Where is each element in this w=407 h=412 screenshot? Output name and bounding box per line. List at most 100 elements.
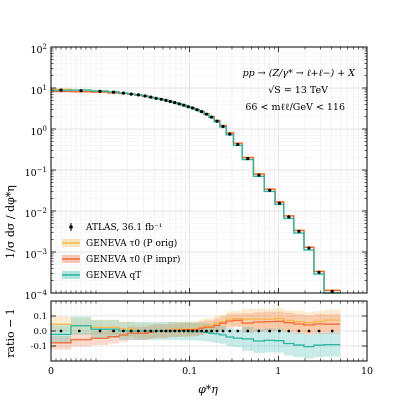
x-tick-label: 0.1 [182,366,197,377]
main-y-axis-title: 1/σ dσ / dφ*η [4,185,17,259]
x-axis-title: φ*η [198,383,218,396]
ratio-data-point [317,329,321,333]
ratio-data-point [215,329,219,333]
data-point [168,99,172,104]
ratio-data-point [257,329,261,333]
y-tick-label: 101 [30,84,47,97]
ratio-data-point [121,329,125,333]
mass-window-annotation: 66 < mℓℓ/GeV < 116 [245,102,345,113]
y-tick-label: 10−3 [25,248,47,261]
process-annotation: pp → (Z/γ* → ℓ+ℓ−) + X [243,68,357,79]
legend-marker-icon [69,225,73,229]
data-point [209,115,214,119]
ratio-data-point [287,329,291,333]
ratio-data-point [149,329,153,333]
ratio-data-point [195,329,199,333]
ratio-data-point [297,329,301,333]
y-tick-exponent: −3 [37,248,47,256]
ratio-data-point [154,329,158,333]
ratio-y-tick-label: 0.1 [33,312,47,322]
data-point [149,95,153,99]
data-point [317,270,321,274]
data-point [143,94,147,98]
data-point [79,89,83,93]
ratio-data-point [143,329,147,333]
ratio-data-point [307,329,311,333]
ratio-data-point [112,329,115,333]
legend-label: GENEVA qT [86,271,141,281]
y-tick-label: 10−2 [25,207,47,220]
legend-item-atlas: ATLAS, 36.1 fb⁻¹ [69,223,162,233]
data-point [236,142,240,147]
ratio-y-tick-label: 0.0 [33,327,47,337]
y-tick-exponent: 2 [43,43,47,51]
data-point [59,88,63,92]
ratio-data-point [136,329,140,333]
ratio-data-point [228,329,232,333]
data-point [159,97,163,101]
data-point [204,112,209,116]
ratio-data-point [246,329,250,333]
data-point [228,132,232,136]
ratio-data-point [59,329,63,333]
ratio-data-point [164,329,168,333]
ratio-data-point [205,329,208,333]
atlas-ratio-points [59,329,334,333]
data-point [121,91,125,95]
data-point [182,103,186,107]
y-tick-exponent: 1 [43,84,47,92]
ratio-uncertainty-band-3 [51,316,341,359]
data-point [129,92,133,96]
data-point [195,108,199,112]
ratio-data-point [129,329,133,333]
data-point [154,96,158,100]
data-point [268,188,272,192]
energy-annotation: √S = 13 TeV [268,85,328,96]
y-tick-label: 10−1 [25,166,47,179]
y-tick-exponent: 0 [43,125,47,133]
data-point [257,173,261,177]
x-tick-label: 10 [361,366,373,377]
data-point [164,98,168,102]
ratio-y-tick-label: -0.1 [31,342,47,352]
ratio-data-point [77,329,81,333]
data-point [307,246,311,250]
data-point [98,89,102,93]
ratio-panel-ticks [50,301,368,361]
data-point [190,106,195,110]
atlas-data-points [59,88,334,293]
ratio-data-point [221,329,225,333]
y-tick-label: 10−4 [25,289,48,302]
data-point [215,119,219,123]
y-tick-exponent: −2 [37,207,47,215]
ratio-data-point [210,329,213,333]
ratio-data-point [182,329,186,333]
data-point [287,215,291,219]
legend-item-geneva-qt: GENEVA qT [62,271,141,281]
main-panel-ticks [50,46,368,294]
data-point [277,201,282,205]
y-tick-exponent: −1 [37,166,47,174]
x-tick-label: 1 [275,366,281,377]
legend-label: GENEVA τ0 (P orig) [86,238,177,249]
data-point [246,156,250,161]
x-tick-label: 0 [48,366,54,377]
ratio-data-point [236,329,240,333]
legend-item-geneva-orig: GENEVA τ0 (P orig) [62,238,177,249]
legend-label: ATLAS, 36.1 fb⁻¹ [85,223,162,233]
ratio-data-point [278,329,281,333]
ratio-data-point [98,329,102,333]
data-point [199,110,204,114]
legend: ATLAS, 36.1 fb⁻¹ GENEVA τ0 (P orig) GENE… [62,223,180,281]
data-point [186,105,190,109]
data-point [111,90,116,94]
data-point [136,93,140,97]
ratio-data-point [330,329,334,333]
data-point [221,124,225,129]
ratio-data-point [177,329,181,333]
ratio-data-point [191,329,194,333]
data-point [173,101,177,105]
